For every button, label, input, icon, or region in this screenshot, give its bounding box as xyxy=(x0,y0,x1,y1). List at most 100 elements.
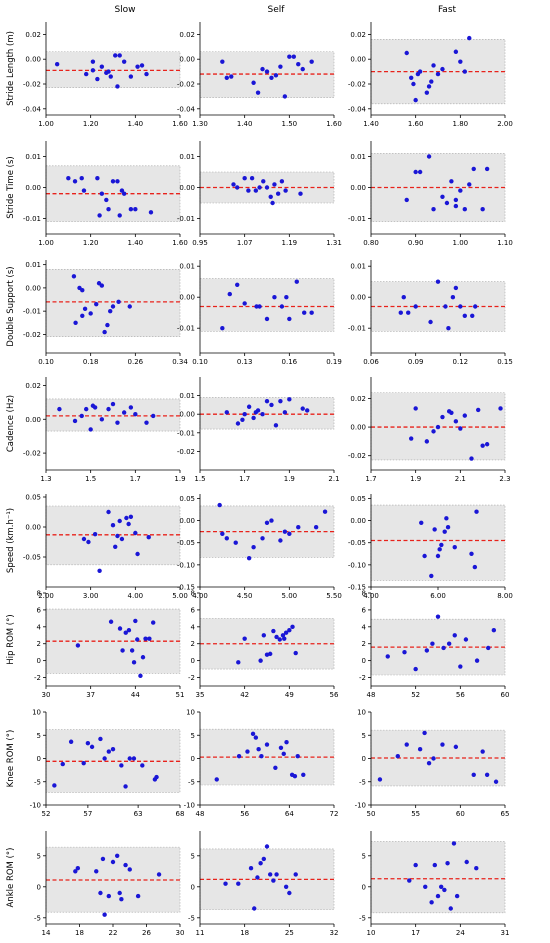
data-point xyxy=(133,412,138,417)
data-point xyxy=(431,207,436,212)
data-point xyxy=(92,532,98,537)
y-tick-label: -0.10 xyxy=(348,561,366,569)
data-point xyxy=(105,322,110,328)
x-tick-label: 1.7 xyxy=(239,475,250,483)
data-point xyxy=(135,551,140,557)
data-point xyxy=(458,188,463,193)
x-tick-label: 8.00 xyxy=(497,592,513,600)
row-label-stride-length-m: Stride Length (m) xyxy=(6,31,16,106)
x-tick-label: 37 xyxy=(86,691,95,699)
data-point xyxy=(463,637,469,642)
data-point xyxy=(422,730,427,736)
x-tick-label: 1.10 xyxy=(497,239,513,247)
y-tick-label: -0.02 xyxy=(177,448,195,456)
data-point xyxy=(473,304,478,309)
y-tick-label: 0.00 xyxy=(179,517,195,525)
data-point xyxy=(486,645,491,651)
data-point xyxy=(429,79,434,84)
data-point xyxy=(448,906,453,911)
y-tick-label: -2 xyxy=(188,674,195,682)
x-tick-label: 1.40 xyxy=(128,120,144,128)
data-point xyxy=(467,182,472,187)
y-tick-label: -0.05 xyxy=(177,539,195,547)
data-point xyxy=(287,316,292,322)
data-point xyxy=(115,420,120,425)
data-point xyxy=(52,783,57,788)
y-tick-label: 0 xyxy=(191,883,195,891)
data-point xyxy=(79,176,84,181)
x-tick-label: 5.00 xyxy=(172,592,188,600)
x-tick-label: 1.31 xyxy=(326,239,342,247)
data-point xyxy=(453,744,459,750)
x-tick-label: 51 xyxy=(176,691,185,699)
data-point xyxy=(133,530,138,536)
data-point xyxy=(445,525,451,530)
panel-speed-km-h-self: 4.00 4.50 5.00 5.500.050.00-0.05-0.10-0.15 xyxy=(177,494,342,600)
data-point xyxy=(404,50,409,56)
x-tick-label: 1.80 xyxy=(453,120,469,128)
data-point xyxy=(99,64,105,69)
data-point xyxy=(129,648,135,653)
row-label-knee-rom: Knee ROM (°) xyxy=(6,730,16,788)
x-tick-label: 60 xyxy=(456,810,465,818)
data-point xyxy=(279,304,285,309)
x-tick-label: 26 xyxy=(142,929,151,937)
column-title-fast: Fast xyxy=(438,5,457,15)
data-point xyxy=(227,291,232,297)
panel-knee-rom-self: 48 56 64 72 10 5 0 -5 -10 xyxy=(184,709,339,819)
data-point xyxy=(123,862,128,868)
data-point xyxy=(106,69,111,74)
data-point xyxy=(139,63,145,68)
y-tick-label: 8 xyxy=(191,590,195,598)
data-point xyxy=(128,514,134,519)
data-point xyxy=(151,413,156,419)
y-tick-label: -0.05 xyxy=(23,554,41,562)
data-point xyxy=(140,655,146,660)
data-point xyxy=(442,529,447,534)
data-point xyxy=(290,624,295,630)
data-point xyxy=(110,859,116,865)
data-point xyxy=(282,410,288,415)
data-point xyxy=(255,875,260,880)
data-point xyxy=(287,54,292,59)
data-point xyxy=(89,744,95,750)
x-tick-label: 56 xyxy=(456,691,465,699)
data-point xyxy=(106,406,111,412)
data-point xyxy=(438,884,444,889)
data-point xyxy=(235,185,240,190)
data-point xyxy=(480,207,485,212)
data-point xyxy=(131,756,137,761)
data-point xyxy=(233,540,238,545)
y-tick-label: -0.15 xyxy=(177,584,195,592)
x-tick-label: 65 xyxy=(501,810,510,818)
data-point xyxy=(278,398,283,404)
data-point xyxy=(277,637,282,642)
data-point xyxy=(117,53,122,58)
x-tick-label: 6.00 xyxy=(430,592,446,600)
x-tick-label: 25 xyxy=(285,929,294,937)
x-tick-label: 0.12 xyxy=(453,358,469,366)
y-tick-label: 8 xyxy=(37,590,41,598)
data-point xyxy=(322,509,328,514)
data-point xyxy=(431,429,436,434)
data-point xyxy=(484,166,490,172)
data-point xyxy=(444,516,449,521)
x-tick-label: 10 xyxy=(367,929,376,937)
data-point xyxy=(411,81,416,87)
data-point xyxy=(98,890,103,896)
x-tick-label: 0.34 xyxy=(172,358,188,366)
data-point xyxy=(413,169,418,175)
x-tick-label: 48 xyxy=(367,691,376,699)
data-point xyxy=(236,881,241,886)
data-point xyxy=(81,536,87,542)
data-point xyxy=(127,756,132,761)
y-tick-label: 0.05 xyxy=(25,494,41,502)
x-tick-label: 1.40 xyxy=(237,120,253,128)
panel-speed-km-h-fast: 4.00 6.00 8.000.050.00-0.05-0.10-0.15 xyxy=(348,494,513,600)
data-point xyxy=(94,301,99,307)
data-point xyxy=(292,773,298,779)
data-point xyxy=(429,900,434,905)
data-point xyxy=(97,213,102,218)
data-point xyxy=(471,772,476,777)
